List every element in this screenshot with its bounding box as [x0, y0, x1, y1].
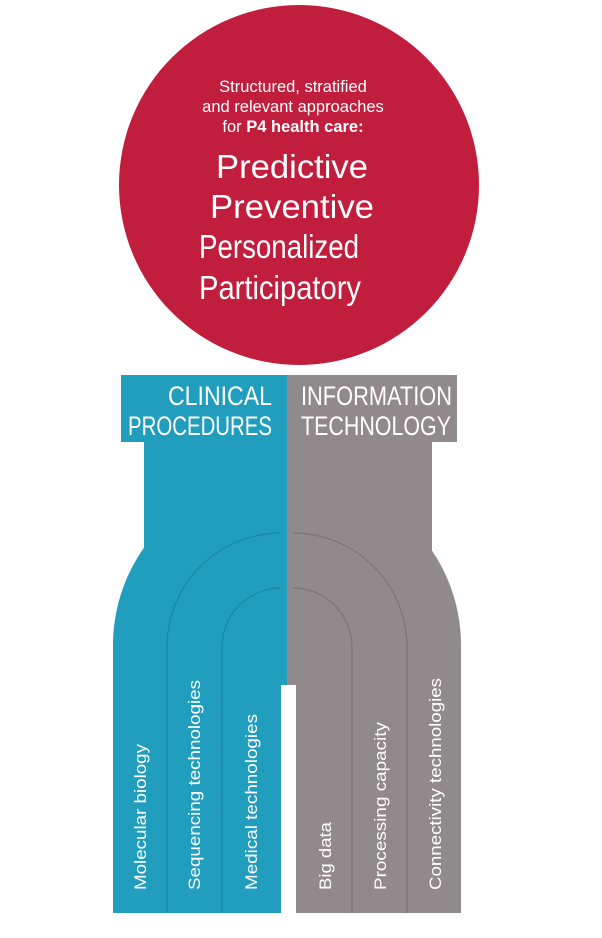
- it-header-box: [287, 375, 457, 442]
- circle-intro-line-1: Structured, stratified: [219, 78, 367, 96]
- clinical-title-line-2: PROCEDURES: [128, 411, 272, 441]
- clinical-arch-line-2: [166, 532, 282, 913]
- principle-personalized: Personalized: [199, 228, 359, 265]
- it-title-line-1: INFORMATION: [301, 381, 452, 411]
- p4-circle: [119, 5, 479, 365]
- p4-circle-group: Structured, stratified and relevant appr…: [119, 5, 479, 365]
- it-pillar-processing-capacity: Processing capacity: [371, 721, 390, 890]
- clinical-arches: [113, 477, 287, 913]
- it-title-line-2: TECHNOLOGY: [301, 411, 451, 441]
- circle-intro-line-2: and relevant approaches: [202, 98, 384, 116]
- circle-intro-prefix: for: [222, 118, 246, 136]
- clinical-arch-line-3: [221, 587, 282, 913]
- information-technology-group: INFORMATION TECHNOLOGY Big data Processi…: [287, 375, 461, 913]
- principle-preventive: Preventive: [210, 188, 374, 225]
- principle-predictive: Predictive: [216, 148, 368, 185]
- it-arches: [287, 477, 461, 913]
- clinical-pillar-molecular-biology: Molecular biology: [131, 743, 150, 890]
- it-arch-line-2: [292, 532, 408, 913]
- it-arch-line-1: [292, 587, 353, 913]
- clinical-pillar-medical-technologies: Medical technologies: [242, 714, 261, 890]
- it-pillar-connectivity-technologies: Connectivity technologies: [426, 678, 445, 890]
- clinical-pillar-sequencing-technologies: Sequencing technologies: [185, 680, 204, 890]
- clinical-header-box: [121, 375, 287, 442]
- clinical-notch: [281, 685, 296, 913]
- it-pillar-big-data: Big data: [316, 821, 335, 890]
- principle-participatory: Participatory: [199, 269, 361, 306]
- circle-intro-line-3: for P4 health care:: [222, 118, 363, 136]
- clinical-procedures-group: CLINICAL PROCEDURES Molecular biology Se…: [113, 375, 296, 913]
- circle-intro-bold: P4 health care:: [246, 118, 363, 136]
- clinical-title-line-1: CLINICAL: [168, 381, 272, 411]
